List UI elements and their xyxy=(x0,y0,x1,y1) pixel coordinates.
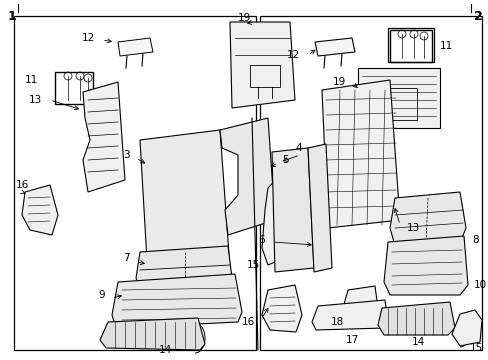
Text: 1: 1 xyxy=(8,10,17,23)
Text: 9: 9 xyxy=(98,290,105,300)
Text: 3: 3 xyxy=(123,150,130,160)
Text: 13: 13 xyxy=(29,95,42,105)
Polygon shape xyxy=(314,38,354,56)
Polygon shape xyxy=(140,130,229,278)
Bar xyxy=(14,16,256,350)
Polygon shape xyxy=(342,286,377,316)
Text: 2: 2 xyxy=(473,10,482,23)
Polygon shape xyxy=(83,82,125,192)
Text: 5: 5 xyxy=(282,155,288,165)
Text: 11: 11 xyxy=(439,41,452,51)
Polygon shape xyxy=(451,310,481,346)
Bar xyxy=(55,72,93,104)
Text: 14: 14 xyxy=(158,345,171,355)
Polygon shape xyxy=(118,38,153,56)
Text: 12: 12 xyxy=(81,33,95,43)
Polygon shape xyxy=(112,274,242,328)
Polygon shape xyxy=(136,246,231,290)
Bar xyxy=(389,30,431,62)
Polygon shape xyxy=(383,236,467,295)
Text: 10: 10 xyxy=(473,280,486,290)
Polygon shape xyxy=(377,302,454,335)
Polygon shape xyxy=(271,148,313,272)
Bar xyxy=(371,88,416,120)
Text: 8: 8 xyxy=(471,235,478,245)
Text: 4: 4 xyxy=(294,143,301,153)
Polygon shape xyxy=(307,144,331,272)
Text: 6: 6 xyxy=(258,235,264,245)
Text: 16: 16 xyxy=(241,317,254,327)
Polygon shape xyxy=(229,22,294,108)
Text: 19: 19 xyxy=(332,77,346,87)
Bar xyxy=(357,68,439,128)
Polygon shape xyxy=(22,185,58,235)
Text: 7: 7 xyxy=(123,253,130,263)
Text: 16: 16 xyxy=(16,180,29,190)
Polygon shape xyxy=(389,192,465,242)
Bar xyxy=(249,65,280,87)
Text: 13: 13 xyxy=(406,223,419,233)
Text: 19: 19 xyxy=(238,13,251,23)
Text: 15: 15 xyxy=(246,260,260,270)
Polygon shape xyxy=(321,80,399,228)
Polygon shape xyxy=(311,300,387,330)
Text: 18: 18 xyxy=(330,317,343,327)
Text: 15: 15 xyxy=(469,343,482,353)
Text: 11: 11 xyxy=(25,75,38,85)
Bar xyxy=(387,28,433,62)
Bar xyxy=(260,16,481,350)
Text: 14: 14 xyxy=(410,337,424,347)
Polygon shape xyxy=(100,318,204,350)
Polygon shape xyxy=(262,175,291,265)
Text: 17: 17 xyxy=(345,335,358,345)
Polygon shape xyxy=(220,118,274,235)
Polygon shape xyxy=(262,285,302,332)
Text: 12: 12 xyxy=(286,50,299,60)
